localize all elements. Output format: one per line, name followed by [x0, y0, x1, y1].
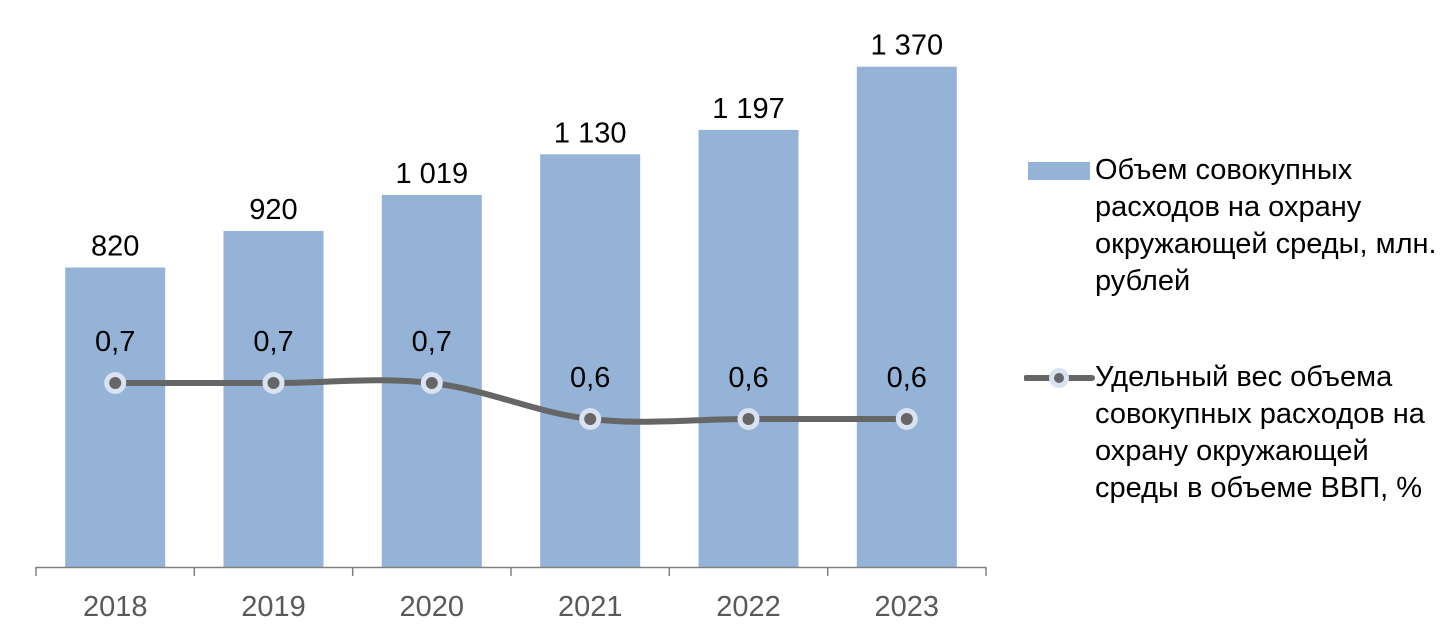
line-label-2021: 0,6	[570, 362, 610, 394]
x-tick-label-2022: 2022	[716, 591, 781, 623]
x-axis: 2018 2019 2020 2021 2022 2023	[35, 566, 987, 623]
bar-series: 820 920 1 019 1 130 1 197 1 370	[65, 30, 957, 568]
line-label-2022: 0,6	[728, 362, 768, 394]
bar-2023	[856, 66, 957, 567]
line-marker-dot-2022	[742, 413, 755, 425]
bar-label-2022: 1 197	[712, 93, 785, 125]
bar-2018	[65, 267, 166, 567]
bar-2021	[540, 154, 641, 568]
line-marker-dot-2023	[900, 413, 913, 425]
line-label-2019: 0,7	[253, 326, 293, 358]
x-tick-label-2019: 2019	[241, 591, 306, 623]
line-marker-dot-2019	[267, 377, 280, 389]
line-label-2018: 0,7	[95, 326, 135, 358]
legend-swatch-line	[1024, 368, 1095, 388]
bar-label-2019: 920	[249, 194, 297, 226]
bar-label-2020: 1 019	[396, 158, 469, 190]
legend-line-marker-dot	[1054, 373, 1064, 383]
x-tick-label-2021: 2021	[558, 591, 623, 623]
bar-label-2023: 1 370	[871, 30, 944, 62]
line-marker-dot-2018	[109, 377, 122, 389]
line-label-2023: 0,6	[887, 362, 927, 394]
bar-label-2021: 1 130	[554, 117, 627, 149]
line-series-path	[112, 377, 910, 425]
bar-2022	[698, 129, 799, 567]
line-marker-dot-2020	[425, 377, 438, 389]
line-label-2020: 0,7	[412, 326, 452, 358]
x-tick-label-2023: 2023	[875, 591, 940, 623]
line-marker-dot-2021	[584, 413, 597, 425]
legend-label-line: Удельный вес объема совокупных расходов …	[1095, 361, 1425, 504]
legend-label-bar: Объем совокупных расходов на охрану окру…	[1095, 154, 1437, 297]
bar-2019	[223, 231, 324, 567]
legend-swatch-bar	[1028, 162, 1090, 180]
x-tick-label-2018: 2018	[83, 591, 148, 623]
line-series: 0,7 0,7 0,7 0,6 0,6 0,6	[95, 326, 927, 430]
x-tick-label-2020: 2020	[400, 591, 465, 623]
bar-label-2018: 820	[91, 231, 139, 263]
